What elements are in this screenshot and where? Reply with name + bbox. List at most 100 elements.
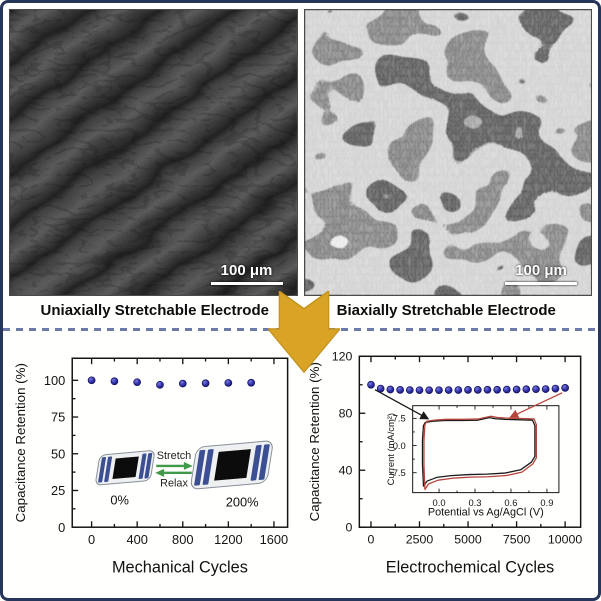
svg-text:-7.5: -7.5 bbox=[389, 468, 405, 478]
svg-text:120: 120 bbox=[331, 350, 352, 364]
stretch-schematic-inset: 0% 200% Stretch Relax bbox=[95, 440, 273, 509]
data-point bbox=[110, 377, 119, 386]
data-point bbox=[444, 386, 452, 394]
svg-text:5000: 5000 bbox=[454, 533, 482, 547]
caption-uniaxial: Uniaxially Stretchable Electrode bbox=[40, 302, 269, 319]
data-point bbox=[502, 385, 511, 394]
axis-box bbox=[411, 405, 559, 494]
down-arrow-icon bbox=[267, 291, 340, 374]
data-point bbox=[201, 379, 210, 388]
data-point bbox=[405, 386, 414, 394]
x-axis-label: Electrochemical Cycles bbox=[385, 559, 553, 577]
data-point bbox=[133, 378, 141, 387]
data-point bbox=[541, 385, 550, 393]
data-point bbox=[366, 380, 375, 389]
axis-ticks bbox=[358, 355, 566, 528]
data-point bbox=[521, 385, 530, 394]
y-tick-labels: 0 40 80 120 bbox=[331, 350, 352, 535]
sem-image-biaxial: 100 μm bbox=[303, 9, 592, 296]
svg-text:2500: 2500 bbox=[405, 533, 433, 547]
data-point bbox=[385, 385, 394, 394]
data-points bbox=[87, 376, 256, 389]
data-point bbox=[473, 386, 482, 394]
axis-box bbox=[71, 357, 289, 528]
data-point bbox=[247, 378, 256, 387]
data-point bbox=[87, 376, 96, 385]
svg-text:0: 0 bbox=[345, 521, 352, 535]
scale-bar-left-text: 100 μm bbox=[220, 262, 273, 279]
svg-text:0.6: 0.6 bbox=[504, 498, 517, 508]
cv-curve-initial bbox=[421, 416, 536, 487]
data-point bbox=[395, 386, 404, 394]
y-axis-label: Capacitance Retention (%) bbox=[306, 362, 321, 521]
scale-bar-right-text: 100 μm bbox=[515, 262, 567, 279]
mechanical-cycles-chart: 0 400 800 1200 1600 0 25 50 75 100 Mechanical Cycl… bbox=[13, 357, 289, 577]
data-point bbox=[463, 386, 472, 394]
annotation-arrow-initial bbox=[374, 389, 429, 420]
annotation-arrow-after-cycling bbox=[508, 392, 562, 418]
svg-text:1600: 1600 bbox=[260, 532, 289, 547]
svg-text:0.9: 0.9 bbox=[540, 498, 553, 508]
data-point bbox=[156, 380, 164, 389]
sem-texture-uniaxial bbox=[10, 10, 297, 295]
sem-image-uniaxial: 100 μm bbox=[9, 9, 298, 296]
scale-bar-right: 100 μm bbox=[505, 262, 577, 285]
device-relaxed bbox=[95, 450, 155, 486]
x-axis-label: Potential vs Ag/AgCl (V) bbox=[427, 506, 543, 518]
sem-image-row: 100 μm bbox=[9, 9, 592, 296]
data-point bbox=[512, 385, 520, 394]
scale-bar-right-line bbox=[505, 282, 577, 285]
stretch-label: Stretch bbox=[157, 450, 191, 462]
svg-text:7500: 7500 bbox=[502, 533, 530, 547]
caption-biaxial: Biaxially Stretchable Electrode bbox=[336, 302, 556, 319]
svg-text:0.3: 0.3 bbox=[468, 498, 481, 508]
y-axis-label: Current (mA/cm²) bbox=[385, 413, 395, 485]
y-axis-label: Capacitance Retention (%) bbox=[13, 363, 28, 522]
data-point bbox=[483, 385, 491, 394]
svg-text:7.5: 7.5 bbox=[392, 414, 405, 424]
device-stretched bbox=[190, 440, 273, 490]
svg-text:40: 40 bbox=[338, 464, 352, 478]
cv-curve-after-cycling bbox=[422, 415, 537, 491]
stretch-relax-arrows-icon bbox=[155, 462, 193, 477]
electrochemical-cycles-chart: 0 2500 5000 7500 10000 0 40 80 120 Electrochemica… bbox=[306, 350, 582, 577]
data-point bbox=[415, 386, 423, 395]
data-point bbox=[453, 386, 462, 394]
svg-text:80: 80 bbox=[338, 407, 352, 421]
data-point bbox=[434, 386, 443, 395]
data-point bbox=[492, 385, 501, 394]
svg-text:25: 25 bbox=[51, 483, 65, 498]
svg-text:1200: 1200 bbox=[214, 532, 243, 547]
svg-text:0.0: 0.0 bbox=[432, 498, 445, 508]
svg-text:0: 0 bbox=[367, 533, 374, 547]
strain-label-0: 0% bbox=[110, 492, 129, 507]
svg-text:0: 0 bbox=[88, 532, 95, 547]
scale-bar-left-line bbox=[210, 282, 283, 285]
data-point bbox=[560, 384, 569, 392]
data-points bbox=[366, 380, 569, 395]
x-tick-labels: 0.0 0.3 0.6 0.9 bbox=[432, 498, 553, 508]
scale-bar-left: 100 μm bbox=[210, 262, 283, 285]
axis-ticks bbox=[412, 405, 547, 493]
svg-text:50: 50 bbox=[51, 446, 65, 461]
svg-text:400: 400 bbox=[126, 532, 147, 547]
data-point bbox=[424, 386, 433, 395]
svg-text:100: 100 bbox=[44, 373, 65, 388]
data-point bbox=[551, 384, 559, 393]
data-point bbox=[178, 379, 187, 388]
x-tick-labels: 0 2500 5000 7500 10000 bbox=[367, 533, 582, 547]
data-point bbox=[531, 385, 540, 394]
svg-text:0.0: 0.0 bbox=[392, 441, 405, 451]
sem-texture-biaxial bbox=[304, 10, 591, 295]
x-axis-label: Mechanical Cycles bbox=[112, 559, 248, 577]
y-tick-labels: 7.5 0.0 -7.5 bbox=[389, 414, 405, 478]
svg-text:75: 75 bbox=[51, 410, 65, 425]
data-point bbox=[376, 384, 385, 393]
strain-label-200: 200% bbox=[226, 494, 259, 509]
x-tick-labels: 0 400 800 1200 1600 bbox=[88, 532, 288, 547]
caption-row: Uniaxially Stretchable Electrode Biaxial… bbox=[9, 299, 592, 321]
svg-text:800: 800 bbox=[172, 532, 193, 547]
y-tick-labels: 0 25 50 75 100 bbox=[44, 373, 65, 535]
relax-label: Relax bbox=[160, 478, 188, 490]
